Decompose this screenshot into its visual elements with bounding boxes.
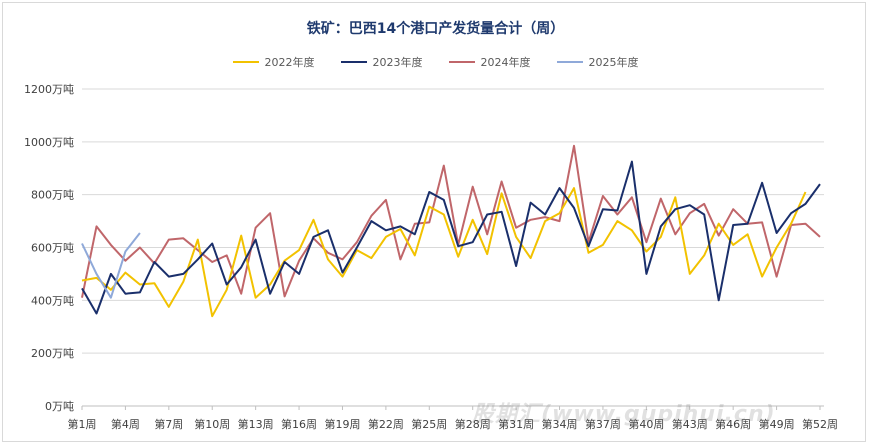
y-tick-label: 1000万吨 bbox=[24, 136, 74, 149]
x-tick-label: 第43周 bbox=[672, 417, 708, 431]
legend-swatch-2022 bbox=[232, 61, 259, 63]
x-tick-label: 第31周 bbox=[498, 417, 534, 431]
chart-title: 铁矿：巴西14个港口产发货量合计（周） bbox=[306, 21, 565, 37]
legend-label-2024: 2024年度 bbox=[480, 56, 531, 69]
legend-item-2023: 2023年度 bbox=[340, 54, 423, 70]
legend-label-2023: 2023年度 bbox=[372, 56, 423, 69]
legend-swatch-2025 bbox=[556, 61, 583, 63]
x-tick-label: 第52周 bbox=[802, 417, 838, 431]
x-tick-label: 第19周 bbox=[324, 417, 360, 431]
y-tick-label: 400万吨 bbox=[31, 294, 74, 307]
legend-item-2022: 2022年度 bbox=[232, 54, 315, 70]
legend-swatch-2024 bbox=[448, 61, 475, 63]
x-tick-label: 第13周 bbox=[238, 417, 274, 431]
y-tick-label: 800万吨 bbox=[31, 189, 74, 202]
chart-legend: 2022年度 2023年度 2024年度 2025年度 bbox=[0, 54, 871, 70]
series-line-2025年度 bbox=[81, 232, 141, 299]
y-tick-label: 200万吨 bbox=[31, 347, 74, 360]
y-tick-label: 600万吨 bbox=[31, 242, 74, 255]
series-line-2023年度 bbox=[81, 160, 821, 315]
legend-label-2025: 2025年度 bbox=[588, 56, 639, 69]
legend-swatch-2023 bbox=[340, 61, 367, 63]
watermark-logo: 股期汇(www.gupihui.cn) bbox=[472, 402, 776, 427]
x-tick-label: 第40周 bbox=[628, 417, 664, 431]
x-tick-label: 第22周 bbox=[368, 417, 404, 431]
x-tick-label: 第46周 bbox=[715, 417, 751, 431]
y-tick-label: 0万吨 bbox=[45, 400, 74, 413]
x-tick-label: 第28周 bbox=[455, 417, 491, 431]
x-tick-label: 第1周 bbox=[68, 417, 97, 431]
chart-frame bbox=[2, 2, 866, 442]
x-tick-label: 第7周 bbox=[154, 417, 183, 431]
x-tick-label: 第25周 bbox=[411, 417, 447, 431]
series-line-2024年度 bbox=[81, 144, 821, 298]
x-tick-label: 第16周 bbox=[281, 417, 317, 431]
x-tick-label: 第49周 bbox=[759, 417, 795, 431]
x-tick-label: 第37周 bbox=[585, 417, 621, 431]
x-tick-label: 第4周 bbox=[111, 417, 140, 431]
x-tick-label: 第10周 bbox=[194, 417, 230, 431]
legend-item-2025: 2025年度 bbox=[556, 54, 639, 70]
legend-label-2022: 2022年度 bbox=[264, 56, 315, 69]
y-tick-label: 1200万吨 bbox=[24, 83, 74, 96]
legend-item-2024: 2024年度 bbox=[448, 54, 531, 70]
x-tick-label: 第34周 bbox=[542, 417, 578, 431]
series-line-2022年度 bbox=[81, 187, 807, 318]
